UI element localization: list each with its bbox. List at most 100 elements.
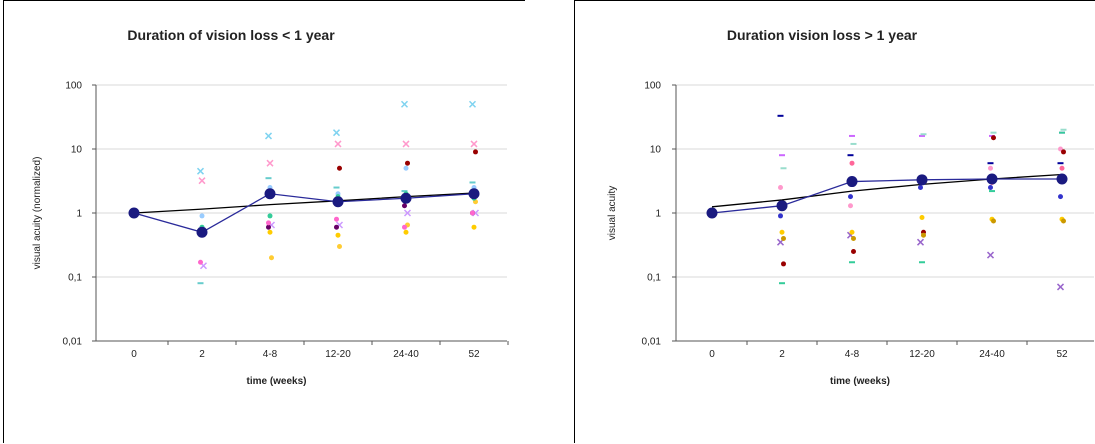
y-tick-label: 0,01 [63,337,83,348]
x-tick-label: 4-8 [845,349,860,360]
data-point [196,167,205,175]
data-point [403,165,409,171]
data-point [337,243,342,249]
data-point [848,203,853,209]
x-tick-label: 4-8 [263,349,278,360]
data-point [851,249,856,255]
data-point [264,132,273,140]
y-tick-label: 0,01 [642,337,662,348]
mean-point [986,173,998,185]
data-point [402,203,407,209]
data-point [199,213,205,219]
data-point [986,251,995,259]
data-point [266,159,274,167]
chart-title: Duration of vision loss < 1 year [127,27,335,43]
chart-svg-right: Duration vision loss > 1 year 100 10 1 0,1 0,… [607,27,1094,387]
mean-line [711,178,1062,214]
data-point [470,210,475,216]
x-tick-label: 0 [131,349,137,360]
data-point [198,259,203,265]
chart-svg-left: Duration of vision loss < 1 year 100 10 1 0,… [32,27,509,387]
y-tick-label: 100 [644,81,661,92]
mean-point [264,188,276,200]
data-point [335,232,341,238]
data-point [988,165,993,171]
data-point [991,135,996,141]
data-point [991,218,996,224]
data-point [402,140,410,148]
y-tick-label: 100 [65,81,82,92]
mean-line [133,193,475,233]
data-point [267,229,273,235]
mean-point [128,207,140,219]
data-point [471,224,477,230]
data-point [919,215,925,221]
data-point [1058,194,1063,200]
data-point [918,185,923,191]
data-point [848,194,853,200]
x-tick-label: 24-40 [979,349,1005,360]
x-tick-label: 2 [779,349,785,360]
data-point [334,140,342,148]
y-tick-label: 1 [655,209,661,220]
chart-title: Duration vision loss > 1 year [727,27,918,43]
mean-point [776,200,788,212]
data-point [403,229,409,235]
mean-point [1056,173,1068,185]
mean-point [400,192,412,204]
data-point [1061,149,1066,155]
mean-point [846,176,858,188]
x-tick-label: 52 [1056,349,1068,360]
x-tick-label: 24-40 [393,349,419,360]
data-point [334,224,339,230]
mean-point [196,226,208,238]
data-point [468,100,477,108]
data-point [781,235,786,241]
y-tick-label: 10 [71,145,83,156]
data-point [198,177,206,185]
mean-point [332,196,344,208]
data-point [332,129,341,137]
data-point [778,213,783,219]
data-point [1056,283,1065,291]
trend-line [711,173,1063,208]
x-tick-label: 12-20 [325,349,351,360]
data-point [849,160,855,166]
data-point [400,100,409,108]
data-point [781,261,786,267]
trend-line [133,192,475,214]
mean-point [468,188,480,200]
data-point [403,209,412,217]
data-point [266,224,271,230]
y-tick-label: 1 [76,209,82,220]
data-point [269,255,274,261]
mean-point [916,174,928,186]
y-tick-label: 0,1 [647,273,661,284]
data-point [337,165,342,171]
mean-point [706,207,718,219]
y-axis-label: visual acuity (normalized) [32,157,43,270]
y-tick-label: 10 [650,145,662,156]
data-point [473,149,478,155]
data-point [779,229,785,235]
data-point [334,216,339,222]
data-point [405,160,410,166]
data-point [402,224,407,230]
data-point [851,235,856,241]
data-point [921,232,926,238]
data-point [266,220,271,226]
chart-panel-left: Duration of vision loss < 1 year 100 10 1 0,… [3,0,525,443]
data-point [988,185,993,191]
y-tick-label: 0,1 [68,273,82,284]
x-tick-label: 12-20 [909,349,935,360]
x-tick-label: 0 [709,349,715,360]
y-axis-label: visual acuity [607,186,618,240]
x-tick-label: 2 [199,349,205,360]
data-point [916,238,925,246]
chart-panel-right: Duration vision loss > 1 year 100 10 1 0,1 0,… [574,0,1095,443]
data-point [778,185,783,191]
x-axis-label: time (weeks) [830,376,890,387]
data-point [849,229,855,235]
data-point [1059,165,1065,171]
data-point [267,213,273,219]
